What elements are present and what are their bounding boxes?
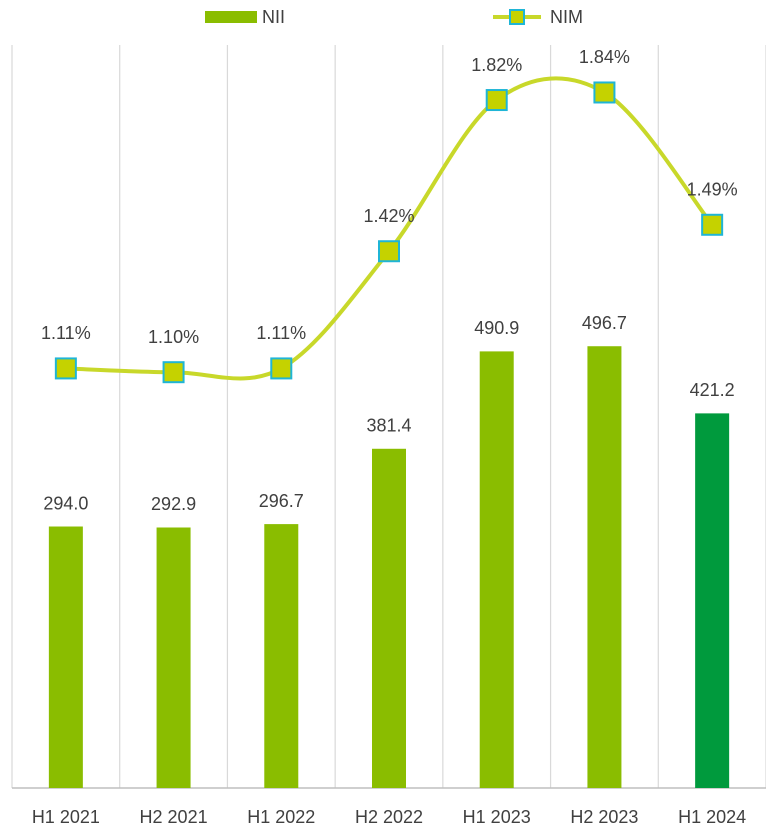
data-label: 381.4 [366, 416, 411, 436]
bar [695, 413, 730, 788]
data-label: 496.7 [582, 313, 627, 333]
x-tick-label: H2 2021 [140, 807, 208, 827]
data-label: 294.0 [43, 493, 88, 513]
x-tick-label: H2 2023 [570, 807, 638, 827]
x-tick-label: H2 2022 [355, 807, 423, 827]
legend-label: NII [262, 7, 285, 27]
legend-swatch [509, 9, 525, 25]
data-label: 1.49% [687, 180, 738, 200]
data-label: 421.2 [690, 380, 735, 400]
data-label: 1.84% [579, 47, 630, 67]
data-label: 1.11% [256, 323, 306, 343]
marker [162, 361, 185, 384]
data-label: 296.7 [259, 491, 304, 511]
marker [485, 89, 508, 112]
data-label: 1.82% [471, 55, 522, 75]
bar [264, 524, 299, 788]
data-label: 292.9 [151, 494, 196, 514]
marker [701, 213, 724, 236]
bar [372, 448, 406, 788]
bar [479, 351, 514, 788]
bar [587, 346, 622, 788]
marker [54, 357, 77, 380]
bar [156, 527, 191, 788]
data-label: 1.10% [148, 327, 199, 347]
x-tick-label: H1 2023 [463, 807, 531, 827]
marker [378, 240, 400, 263]
x-tick-label: H1 2024 [678, 807, 746, 827]
bar [48, 526, 83, 788]
legend-swatch [205, 11, 257, 23]
legend-label: NIM [550, 7, 583, 27]
data-label: 1.42% [363, 206, 414, 226]
x-tick-label: H1 2022 [247, 807, 315, 827]
marker [270, 357, 293, 380]
x-tick-label: H1 2021 [32, 807, 100, 827]
marker [593, 81, 616, 104]
data-label: 1.11% [41, 323, 91, 343]
data-label: 490.9 [474, 318, 519, 338]
